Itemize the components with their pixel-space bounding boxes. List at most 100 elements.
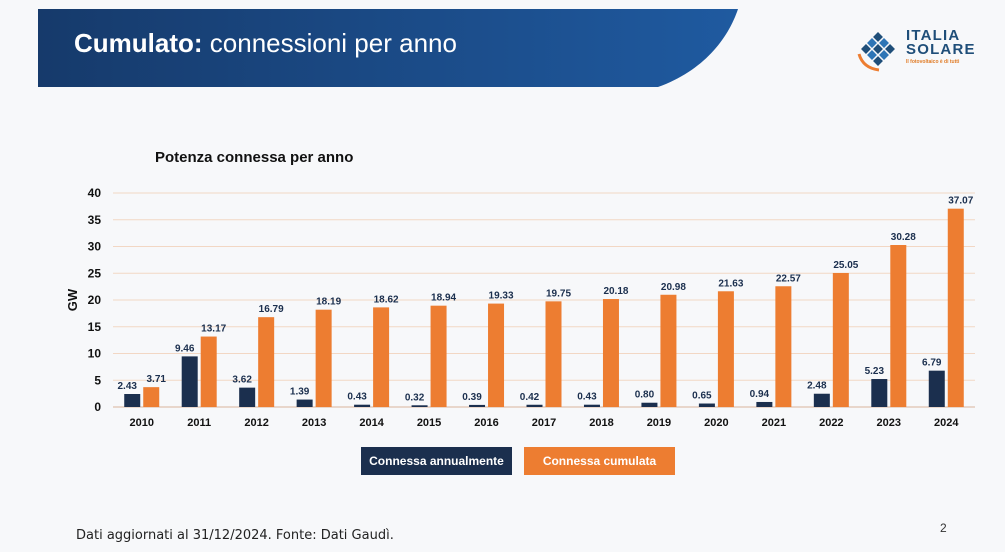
data-label-annual: 1.39 bbox=[290, 387, 310, 398]
data-label-annual: 3.62 bbox=[232, 375, 252, 386]
y-tick-label: 30 bbox=[88, 240, 102, 254]
x-tick-label: 2013 bbox=[302, 417, 326, 429]
data-label-annual: 0.43 bbox=[347, 392, 367, 403]
bar-cumulative bbox=[430, 305, 447, 407]
data-label-cumulative: 30.28 bbox=[891, 232, 916, 243]
bar-annual bbox=[698, 403, 715, 407]
x-tick-label: 2014 bbox=[359, 417, 384, 429]
data-label-cumulative: 16.79 bbox=[259, 304, 284, 315]
slide-title-rest: connessioni per anno bbox=[202, 28, 457, 58]
data-label-annual: 0.42 bbox=[520, 392, 540, 403]
bar-annual bbox=[583, 404, 600, 407]
bar-cumulative bbox=[200, 336, 217, 407]
bar-annual bbox=[181, 356, 198, 407]
data-label-cumulative: 18.62 bbox=[374, 294, 399, 305]
bar-cumulative bbox=[660, 294, 677, 407]
data-label-cumulative: 21.63 bbox=[718, 278, 743, 289]
header-banner-shape bbox=[38, 9, 738, 87]
data-label-annual: 0.39 bbox=[462, 392, 482, 403]
data-label-annual: 6.79 bbox=[922, 358, 942, 369]
footer-source-note: Dati aggiornati al 31/12/2024. Fonte: Da… bbox=[76, 528, 394, 543]
bar-annual bbox=[411, 405, 428, 407]
data-label-cumulative: 19.75 bbox=[546, 288, 571, 299]
bar-cumulative bbox=[775, 286, 792, 407]
bar-annual bbox=[641, 402, 658, 407]
data-label-annual: 0.32 bbox=[405, 392, 425, 403]
x-tick-label: 2010 bbox=[129, 417, 153, 429]
x-tick-label: 2022 bbox=[819, 417, 843, 429]
slide-title-bold: Cumulato: bbox=[74, 28, 203, 58]
bar-annual bbox=[928, 370, 945, 407]
bar-cumulative bbox=[373, 307, 390, 407]
page-number: 2 bbox=[940, 521, 947, 535]
bar-cumulative bbox=[890, 245, 907, 407]
legend-annual: Connessa annualmente bbox=[361, 447, 512, 475]
bar-annual bbox=[124, 393, 141, 407]
data-label-cumulative: 19.33 bbox=[489, 291, 514, 302]
y-axis-label: GW bbox=[65, 288, 80, 311]
slide-title: Cumulato: connessioni per anno bbox=[74, 28, 457, 59]
x-tick-label: 2023 bbox=[877, 417, 901, 429]
bar-annual bbox=[296, 399, 313, 407]
data-label-annual: 2.43 bbox=[117, 381, 137, 392]
x-tick-label: 2018 bbox=[589, 417, 613, 429]
data-label-cumulative: 20.18 bbox=[603, 286, 628, 297]
data-label-annual: 0.94 bbox=[750, 389, 770, 400]
data-label-annual: 0.80 bbox=[635, 390, 655, 401]
y-tick-label: 25 bbox=[88, 266, 102, 280]
chart-title: Potenza connessa per anno bbox=[155, 149, 353, 166]
x-tick-label: 2011 bbox=[187, 417, 211, 429]
y-tick-label: 35 bbox=[88, 213, 102, 227]
bar-cumulative bbox=[258, 317, 275, 407]
italia-solare-logo: ITALIA SOLARE Il fotovoltaico è di tutti bbox=[853, 24, 976, 74]
bar-cumulative bbox=[832, 272, 849, 407]
x-tick-labels: 2010 2011 2012 2013 2014 2015 2016 2017 2018 2019… bbox=[129, 417, 959, 429]
solar-panel-icon bbox=[857, 32, 895, 72]
bar-cumulative bbox=[602, 299, 619, 407]
y-tick-label: 20 bbox=[88, 293, 102, 307]
logo-text-solare: SOLARE bbox=[906, 41, 976, 58]
logo-tagline: Il fotovoltaico è di tutti bbox=[906, 59, 960, 65]
y-tick-labels: 0 5 10 15 20 25 30 35 40 bbox=[88, 186, 102, 414]
data-label-annual: 2.48 bbox=[807, 381, 827, 392]
data-label-annual: 0.43 bbox=[577, 392, 597, 403]
data-label-annual: 0.65 bbox=[692, 391, 712, 402]
bar-annual bbox=[526, 404, 543, 407]
bar-annual bbox=[871, 379, 888, 407]
header-banner bbox=[38, 9, 738, 87]
y-tick-label: 15 bbox=[88, 320, 102, 334]
data-label-cumulative: 18.94 bbox=[431, 293, 456, 304]
x-tick-label: 2015 bbox=[417, 417, 441, 429]
bar-cumulative bbox=[315, 309, 332, 407]
bar-cumulative bbox=[545, 301, 562, 407]
y-tick-label: 10 bbox=[88, 347, 102, 361]
bars: 2.43 3.71 9.46 13.17 3.62 16.79 1.39 18.19 0.43 1… bbox=[117, 196, 974, 407]
bar-annual bbox=[813, 393, 830, 407]
bar-cumulative bbox=[143, 387, 160, 407]
x-tick-label: 2017 bbox=[532, 417, 556, 429]
bar-cumulative bbox=[947, 208, 964, 407]
data-label-cumulative: 25.05 bbox=[833, 260, 858, 271]
y-tick-label: 40 bbox=[88, 186, 102, 200]
bar-cumulative bbox=[717, 291, 734, 407]
bar-annual bbox=[756, 401, 773, 407]
grid-lines bbox=[113, 192, 975, 408]
data-label-cumulative: 20.98 bbox=[661, 282, 686, 293]
data-label-cumulative: 22.57 bbox=[776, 273, 801, 284]
x-tick-label: 2019 bbox=[647, 417, 671, 429]
logo-text-italia: ITALIA bbox=[906, 27, 961, 44]
data-label-cumulative: 18.19 bbox=[316, 297, 341, 308]
data-label-annual: 5.23 bbox=[865, 366, 885, 377]
data-label-cumulative: 37.07 bbox=[948, 196, 973, 207]
legend-cumulative: Connessa cumulata bbox=[524, 447, 675, 475]
data-label-annual: 9.46 bbox=[175, 343, 195, 354]
bar-annual bbox=[354, 404, 371, 407]
x-tick-label: 2024 bbox=[934, 417, 959, 429]
y-tick-label: 5 bbox=[94, 373, 101, 387]
x-tick-label: 2012 bbox=[244, 417, 268, 429]
x-tick-label: 2021 bbox=[762, 417, 786, 429]
data-label-cumulative: 13.17 bbox=[201, 324, 226, 335]
bar-annual bbox=[469, 404, 486, 407]
bar-annual bbox=[239, 387, 256, 407]
